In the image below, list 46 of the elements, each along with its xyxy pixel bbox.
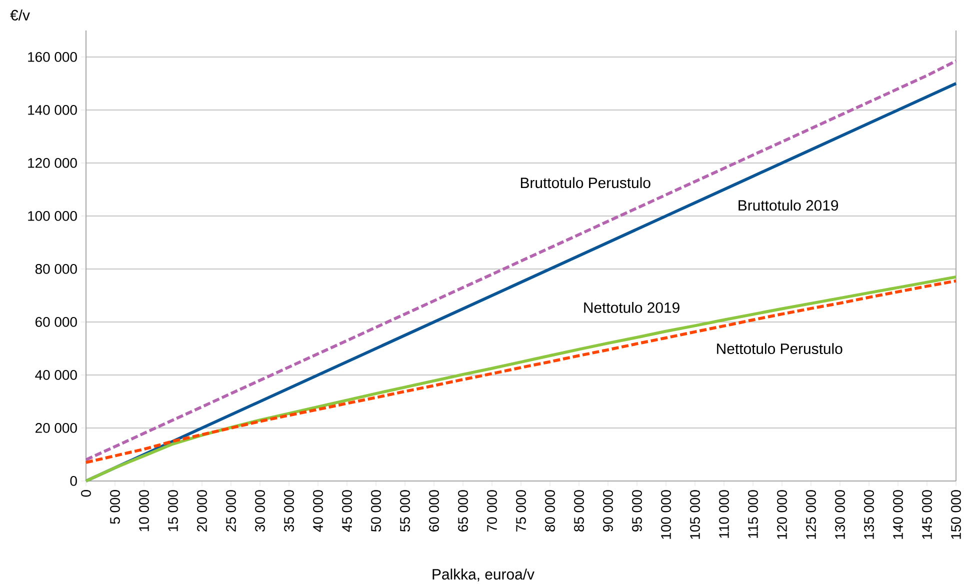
x-tick-label: 150 000 (951, 490, 961, 539)
x-tick-label: 15 000 (168, 490, 178, 532)
series-label: Nettotulo Perustulo (717, 343, 842, 354)
x-tick-label: 60 000 (429, 490, 439, 532)
x-tick-label: 30 000 (255, 490, 265, 532)
x-tick-label: 140 000 (893, 490, 903, 539)
x-tick-label: 10 000 (139, 490, 149, 532)
y-tick-label: 160 000 (28, 52, 77, 62)
x-tick-label: 20 000 (197, 490, 207, 532)
x-tick-label: 120 000 (777, 490, 787, 539)
x-tick-label: 35 000 (284, 490, 294, 532)
x-tick-label: 65 000 (458, 490, 468, 532)
x-tick-label: 90 000 (603, 490, 613, 532)
series-label: Bruttotulo 2019 (738, 200, 838, 211)
x-tick-label: 50 000 (371, 490, 381, 532)
x-tick-label: 85 000 (574, 490, 584, 532)
y-tick-label: 140 000 (28, 105, 77, 115)
series-label: Bruttotulo Perustulo (520, 177, 650, 188)
x-tick-label: 100 000 (661, 490, 671, 539)
x-tick-label: 105 000 (690, 490, 700, 539)
x-tick-label: 125 000 (806, 490, 816, 539)
x-tick-label: 70 000 (487, 490, 497, 532)
x-tick-label: 95 000 (632, 490, 642, 532)
x-tick-label: 45 000 (342, 490, 352, 532)
series-label: Nettotulo 2019 (584, 302, 680, 313)
y-tick-label: 20 000 (36, 423, 77, 433)
x-axis-title: Palkka, euroa/v (432, 568, 534, 582)
x-tick-label: 80 000 (545, 490, 555, 532)
x-tick-label: 25 000 (226, 490, 236, 532)
x-tick-label: 75 000 (516, 490, 526, 532)
y-axis-title: €/v (10, 10, 30, 20)
x-tick-label: 5 000 (110, 490, 120, 524)
x-tick-label: 110 000 (719, 490, 729, 538)
x-tick-label: 130 000 (835, 490, 845, 539)
x-tick-label: 0 (81, 490, 91, 497)
y-tick-label: 0 (70, 476, 77, 486)
x-tick-label: 145 000 (922, 490, 932, 539)
y-tick-label: 80 000 (35, 264, 77, 274)
x-tick-label: 135 000 (864, 490, 874, 539)
y-tick-label: 40 000 (35, 370, 77, 380)
y-tick-label: 120 000 (28, 158, 77, 168)
x-tick-label: 55 000 (400, 490, 410, 532)
y-tick-label: 60 000 (36, 317, 77, 327)
x-tick-label: 115 000 (748, 490, 758, 538)
y-tick-label: 100 000 (28, 211, 77, 221)
x-tick-label: 40 000 (313, 490, 323, 532)
